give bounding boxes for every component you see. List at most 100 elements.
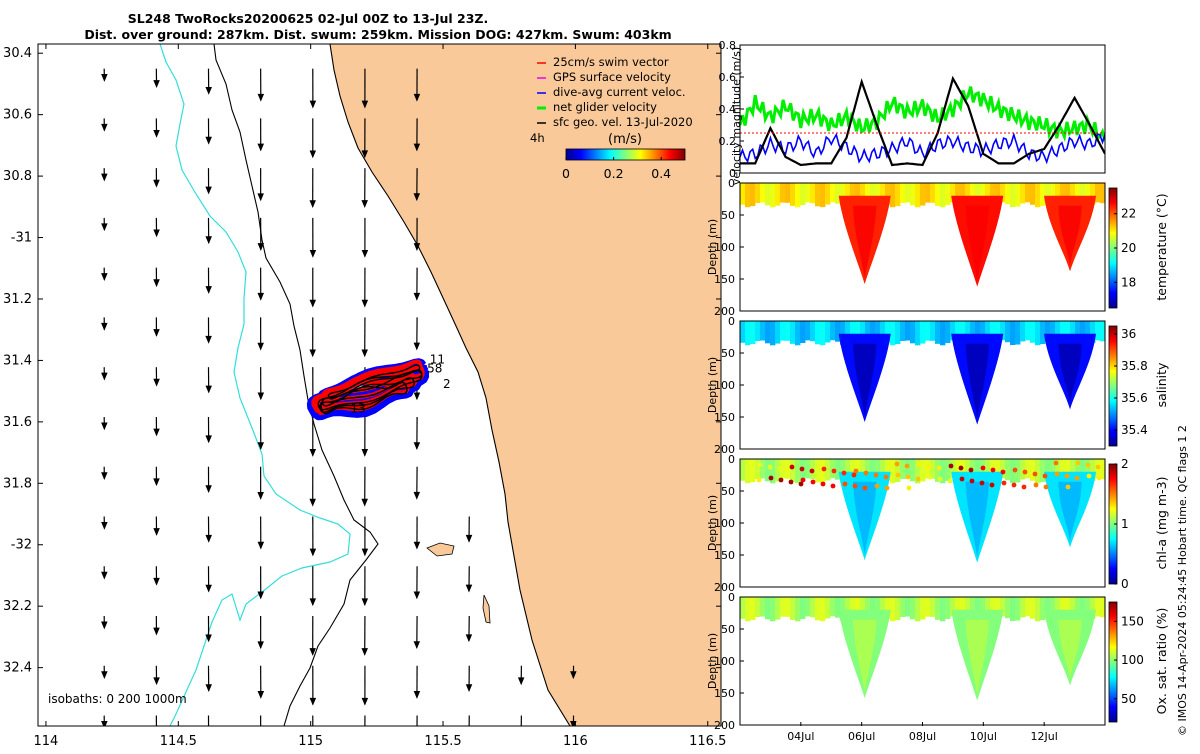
section-cell [905, 183, 910, 202]
section-cell [940, 597, 945, 621]
map-xtick-label: 114.5 [160, 734, 197, 749]
section-cell [1095, 183, 1100, 202]
section-cell [1035, 459, 1040, 483]
section-cell [1025, 321, 1030, 340]
chla-sample-dot [842, 471, 847, 476]
chla-sample-dot [800, 467, 805, 472]
section-colorbar-tick-label: 18 [1121, 275, 1136, 289]
section-colorbar-tick-label: 35.6 [1121, 391, 1148, 405]
chla-sample-dot [757, 478, 762, 483]
section-colorbar-label: salinity [1154, 362, 1169, 407]
legend-net-label: net glider velocity [553, 100, 657, 114]
section-colorbar [1109, 602, 1117, 722]
section-cell [765, 321, 770, 343]
section-cell [825, 183, 830, 204]
chla-sample-dot [916, 477, 921, 482]
section-cell [1005, 459, 1010, 480]
colorbar-label: (m/s) [608, 132, 642, 147]
map-ytick-label: 30.8 [3, 169, 32, 184]
section-cell [755, 183, 760, 203]
chla-sample-dot [1076, 461, 1081, 466]
chla-sample-dot [1066, 485, 1071, 490]
chla-sample-dot [1086, 463, 1091, 468]
map-ytick-label: 32.4 [3, 661, 32, 676]
chla-sample-dot [896, 473, 901, 478]
chla-sample-dot [863, 486, 868, 491]
chla-sample-dot [789, 480, 794, 485]
legend-gps-label: GPS surface velocity [553, 70, 671, 84]
section-cell [765, 597, 770, 619]
section-cell [780, 321, 785, 341]
chla-sample-dot [1055, 472, 1060, 477]
section-cell [750, 183, 755, 206]
chla-sample-dot [769, 476, 774, 481]
section-cell [895, 597, 900, 620]
chla-sample-dot [822, 467, 827, 472]
section-cell [805, 597, 810, 616]
section-cell [815, 459, 820, 482]
section-cell [905, 321, 910, 340]
chla-sample-dot [1075, 476, 1080, 481]
section-cell [1015, 183, 1020, 207]
section-cell [900, 183, 905, 203]
section-cell [900, 459, 905, 479]
section-cell [900, 597, 905, 617]
section-cell [1020, 597, 1025, 617]
chla-sample-dot [1043, 474, 1048, 479]
chla-sample-dot [810, 469, 815, 474]
section-cell [930, 597, 935, 617]
chla-sample-dot [778, 467, 783, 472]
section-cell [920, 597, 925, 620]
section-ytick-label: 0 [728, 453, 735, 466]
chla-sample-dot [779, 478, 784, 483]
map-ytick-label: 31.8 [3, 476, 32, 491]
section-cell [1005, 321, 1010, 342]
section-colorbar-tick-label: 35.4 [1121, 423, 1148, 437]
section-cell [1040, 459, 1045, 482]
section-cell [915, 321, 920, 345]
chla-sample-dot [1012, 483, 1017, 488]
geo-velocity-arrowhead [154, 728, 159, 734]
chla-sample-dot [1001, 470, 1006, 475]
section-cell [925, 321, 930, 341]
section-cell [915, 597, 920, 621]
section-cell [1030, 459, 1035, 481]
section-colorbar [1109, 326, 1117, 446]
map-ytick-label: 32.2 [3, 599, 32, 614]
section-cell [1035, 321, 1040, 345]
chla-sample-dot [1097, 476, 1102, 481]
section-cell [930, 321, 935, 341]
chla-sample-dot [811, 480, 816, 485]
section-cell [830, 459, 835, 478]
section-cell [830, 183, 835, 202]
colorbar-tick-label: 0.2 [604, 166, 624, 181]
section-cell [800, 321, 805, 343]
chla-sample-dot [1022, 485, 1027, 490]
velocity-panel: 00.20.40.60.8 velocity magnitude (m/s) [719, 39, 1106, 185]
section-cell [1020, 183, 1025, 203]
section-cell [740, 459, 745, 481]
credit-text: © IMOS 14-Apr-2024 05:24:45 Hobart time.… [1176, 425, 1189, 736]
chla-sample-dot [928, 475, 933, 480]
section-cell [750, 321, 755, 344]
track-day-label: 58 [427, 362, 442, 376]
chla-sample-dot [990, 483, 995, 488]
chla-sample-dot [917, 462, 922, 467]
chla-sample-dot [1002, 481, 1007, 486]
chla-sample-dot [843, 482, 848, 487]
section-cell [760, 459, 765, 478]
section-colorbar-label: temperature (°C) [1154, 193, 1169, 300]
section-cell [820, 183, 825, 207]
section-cell [785, 183, 790, 203]
chla-sample-dot [981, 466, 986, 471]
section-cell [745, 597, 750, 621]
chla-sample-dot [799, 482, 804, 487]
section-cell [1025, 459, 1030, 478]
